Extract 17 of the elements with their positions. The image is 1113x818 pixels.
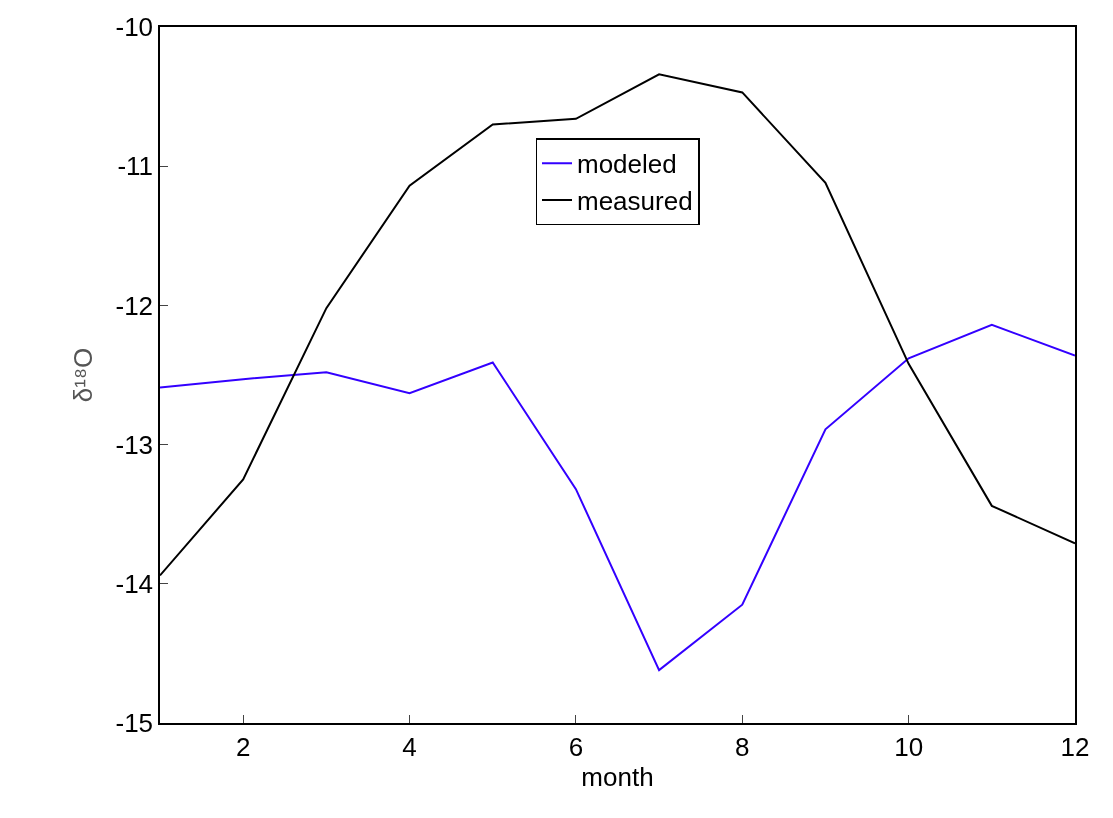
y-tick-label: -14 <box>115 568 154 599</box>
y-tick-label: -12 <box>115 290 154 321</box>
y-tick-label: -15 <box>115 708 154 739</box>
y-tick-label: -11 <box>117 151 154 182</box>
x-axis-title: month <box>581 761 654 792</box>
x-tick-label: 8 <box>735 731 750 762</box>
x-tick-label: 10 <box>894 731 924 762</box>
x-tick-label: 4 <box>402 731 417 762</box>
x-tick-label: 2 <box>235 731 251 762</box>
line-series <box>160 323 1075 672</box>
y-tick-label: -10 <box>115 12 154 43</box>
y-axis-title: δ¹⁸O <box>68 347 99 403</box>
x-tick-label: 12 <box>1060 731 1090 762</box>
legend-label: measured <box>577 186 693 217</box>
x-tick-label: 6 <box>568 731 584 762</box>
legend-label: modeled <box>577 149 677 180</box>
y-tick-label: -13 <box>115 429 154 460</box>
